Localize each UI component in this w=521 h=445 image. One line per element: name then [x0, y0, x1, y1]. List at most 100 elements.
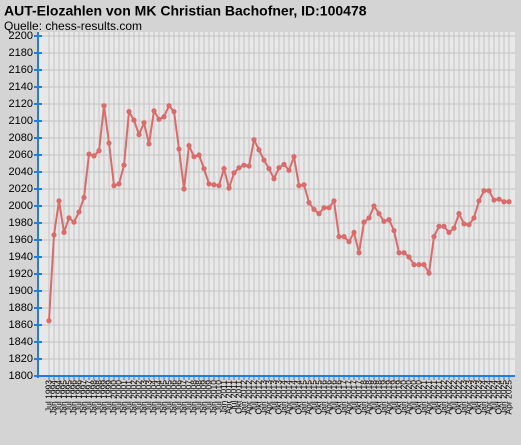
y-tick-label: 2140 — [9, 81, 33, 93]
x-tick-label: Jan 1996 — [68, 380, 78, 415]
point — [116, 181, 122, 187]
plot-area — [38, 32, 515, 376]
point — [331, 198, 337, 204]
x-tick-label: Jan 1999 — [98, 380, 108, 415]
point — [491, 197, 497, 203]
x-tick-label: Jul 2023 — [468, 380, 478, 412]
point — [106, 140, 112, 146]
y-tick-label: 2080 — [9, 132, 33, 144]
point — [146, 141, 152, 147]
point — [126, 109, 132, 115]
x-tick-label: Jan 2021 — [418, 380, 428, 415]
point — [66, 215, 72, 221]
point — [401, 250, 407, 256]
point — [141, 120, 147, 126]
y-tick-label: 1800 — [9, 370, 33, 382]
x-tick-label: Jan 2005 — [158, 380, 168, 415]
point — [281, 161, 287, 167]
y-tick-label: 1980 — [9, 217, 33, 229]
x-tick-label: Okt 2017 — [353, 380, 363, 415]
x-tick-label: Jan 1994 — [48, 380, 58, 415]
point — [261, 157, 267, 163]
x-tick-label: Jul 2018 — [368, 380, 378, 412]
point — [311, 206, 317, 212]
y-tick-label: 1820 — [9, 353, 33, 365]
x-tick-label: Jul 2008 — [193, 380, 203, 412]
point — [71, 219, 77, 225]
x-tick-label: Jul 2013 — [268, 380, 278, 412]
point — [296, 183, 302, 189]
point — [471, 215, 477, 221]
y-tick-label: 1920 — [9, 268, 33, 280]
x-tick-label: Apr 2020 — [403, 380, 413, 415]
x-tick-label: Jan 2022 — [438, 380, 448, 415]
point — [466, 222, 472, 228]
point — [216, 183, 222, 189]
x-tick-label: Apr 2022 — [443, 380, 453, 415]
x-tick-label: Okt 2021 — [433, 380, 443, 415]
x-tick-label: Jan 2015 — [298, 380, 308, 415]
x-tick-label: Jan 2012 — [238, 380, 248, 415]
point — [386, 217, 392, 223]
x-tick-label: Jul 2005 — [163, 380, 173, 412]
point — [381, 218, 387, 224]
point — [256, 147, 262, 153]
x-tick-label: Okt 2011 — [233, 380, 243, 414]
x-tick-label: Apr 2014 — [283, 380, 293, 415]
point — [136, 132, 142, 138]
x-tick-label: Jul 1994 — [53, 380, 63, 412]
point — [241, 162, 247, 168]
x-tick-label: Okt 2016 — [333, 380, 343, 415]
x-tick-label: Jan 2017 — [338, 380, 348, 415]
x-tick-label: Jan 2004 — [148, 380, 158, 415]
point — [211, 182, 217, 188]
x-tick-label: Jul 2024 — [488, 380, 498, 412]
x-tick-label: Jul 2007 — [183, 380, 193, 412]
point — [421, 262, 427, 268]
x-tick-label: Jul 2012 — [248, 380, 258, 412]
point — [291, 154, 297, 160]
point — [236, 165, 242, 171]
point — [46, 318, 52, 324]
point — [431, 234, 437, 240]
point — [96, 148, 102, 154]
x-tick-label: Apr 2013 — [263, 380, 273, 415]
point — [81, 194, 87, 201]
point — [231, 170, 237, 176]
x-tick-label: Apr 2017 — [343, 380, 353, 415]
x-tick-label: Jan 1998 — [88, 380, 98, 415]
x-tick-label: Okt 2019 — [393, 380, 403, 415]
x-tick-label: Jan 2013 — [258, 380, 268, 415]
x-tick-label: Apr 2011 — [223, 380, 233, 414]
y-tick-label: 1940 — [9, 251, 33, 263]
x-tick-label: Apr 2025 — [503, 380, 513, 415]
point — [411, 262, 417, 268]
x-tick-label: Apr 2015 — [303, 380, 313, 415]
point — [196, 152, 202, 158]
x-tick-label: Jul 2022 — [448, 380, 458, 412]
point — [156, 116, 162, 122]
x-tick-label: Apr 2021 — [423, 380, 433, 415]
point — [151, 108, 157, 114]
point — [191, 154, 197, 160]
x-tick-label: Okt 2020 — [413, 380, 423, 415]
x-tick-label: Jan 1997 — [78, 380, 88, 415]
y-tick-label: 2000 — [9, 200, 33, 212]
point — [271, 176, 277, 182]
y-tick-label: 2120 — [9, 98, 33, 110]
x-tick-label: Jul 2011 — [228, 380, 238, 412]
x-tick-label: Okt 2012 — [253, 380, 263, 415]
x-tick-label: Jul 2014 — [288, 380, 298, 412]
point — [226, 185, 232, 191]
x-tick-label: Jul 1995 — [63, 380, 73, 412]
x-tick-label: Jul 2001 — [123, 380, 133, 412]
y-tick-label: 2060 — [9, 149, 33, 161]
point — [121, 162, 127, 168]
y-tick-label: 2160 — [9, 64, 33, 76]
point — [206, 181, 212, 187]
point — [376, 211, 382, 217]
point — [56, 198, 62, 204]
point — [391, 228, 397, 234]
point — [341, 234, 347, 240]
